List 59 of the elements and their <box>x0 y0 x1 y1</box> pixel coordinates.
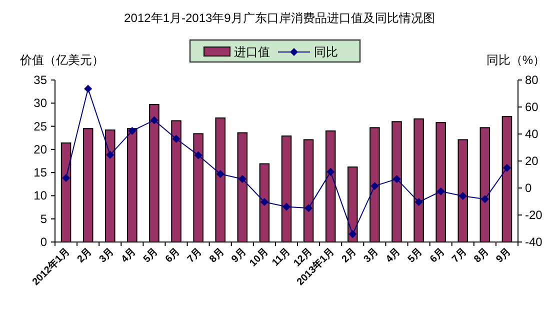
x-tick-label: 5月 <box>406 246 425 266</box>
x-tick-label: 6月 <box>164 246 182 266</box>
y-tick-label: 20 <box>34 142 48 156</box>
point <box>480 195 489 204</box>
x-tick-label: 3月 <box>362 246 381 266</box>
point <box>282 202 290 211</box>
x-tick-label: 2月 <box>75 246 94 266</box>
point <box>458 192 467 200</box>
point <box>150 116 158 124</box>
point <box>128 126 136 135</box>
point <box>414 198 423 206</box>
legend-label: 同比 <box>314 45 338 59</box>
point <box>84 84 92 93</box>
y-tick-label: 0 <box>40 235 48 249</box>
x-tick-label: 6月 <box>428 246 447 266</box>
x-tick-label: 4月 <box>384 246 403 266</box>
x-tick-label: 5月 <box>142 246 160 266</box>
y2-tick-label: -20 <box>525 208 543 222</box>
y-tick-label: 30 <box>34 96 48 110</box>
point <box>106 150 114 159</box>
legend-label: 进口值 <box>234 45 270 59</box>
y-tick-label: 5 <box>40 212 48 226</box>
y2-tick-label: 20 <box>525 154 539 168</box>
point <box>502 164 511 172</box>
x-tick-label: 7月 <box>186 246 204 266</box>
point <box>370 182 379 190</box>
point <box>436 187 445 196</box>
y2-tick-label: 0 <box>525 181 532 195</box>
y2-axis-title: 同比（%） <box>486 53 545 67</box>
chart-title: 2012年1月-2013年9月广东口岸消费品进口值及同比情况图 <box>124 11 435 25</box>
y2-tick-label: 80 <box>525 73 539 87</box>
y2-tick-label: 60 <box>525 100 539 114</box>
point <box>238 174 246 183</box>
x-tick-label: 7月 <box>450 246 469 266</box>
point <box>62 174 70 182</box>
y-axis-title: 价值（亿美元） <box>19 53 104 67</box>
x-tick-label: 4月 <box>120 246 138 266</box>
x-tick-label: 8月 <box>208 246 226 266</box>
y2-tick-label: 40 <box>525 127 539 141</box>
x-tick-label: 3月 <box>97 246 116 266</box>
x-tick-label: 2月 <box>340 246 359 266</box>
point <box>216 170 224 178</box>
y-tick-label: 15 <box>34 166 48 180</box>
x-tick-label: 10月 <box>248 246 271 270</box>
point <box>194 151 202 160</box>
y-tick-label: 10 <box>34 188 48 203</box>
x-tick-label: 9月 <box>230 246 249 266</box>
y2-tick-label: -40 <box>525 235 543 249</box>
point <box>304 204 313 212</box>
point <box>172 134 180 143</box>
y-tick-label: 35 <box>34 73 48 87</box>
point <box>348 230 357 238</box>
point <box>326 168 335 176</box>
x-tick-label: 9月 <box>494 246 514 266</box>
point <box>392 174 401 183</box>
x-tick-label: 11月 <box>270 246 293 269</box>
y-tick-label: 25 <box>34 119 48 134</box>
point <box>260 198 268 206</box>
x-tick-label: 8月 <box>472 246 492 266</box>
